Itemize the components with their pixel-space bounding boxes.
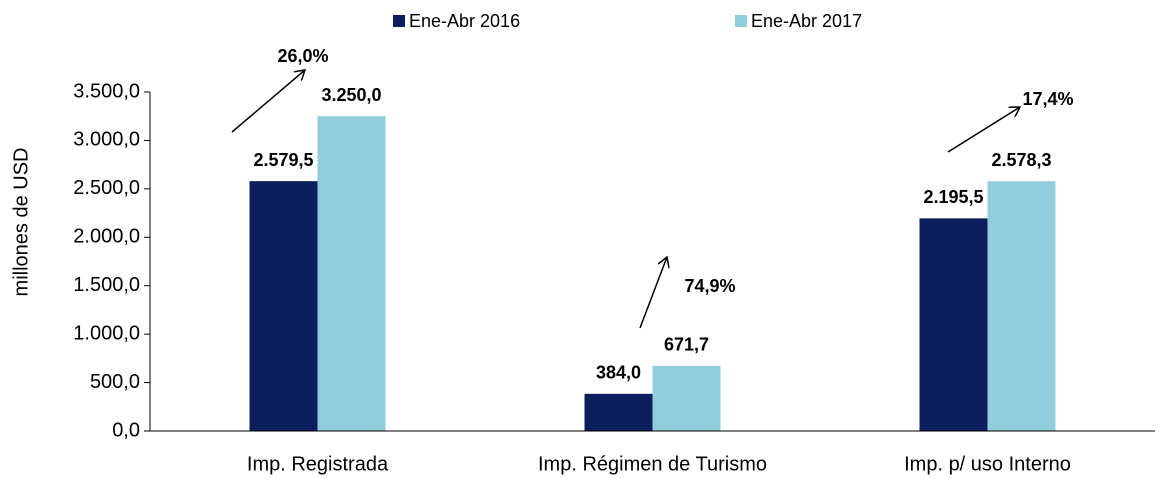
value-label: 3.250,0 [321,85,381,105]
y-tick-label: 1.500,0 [73,274,140,296]
x-tick-label: Imp. Régimen de Turismo [538,453,767,475]
annotation-arrow [231,70,305,133]
y-tick-label: 3.500,0 [73,80,140,102]
legend-swatch [393,15,405,27]
legend-label: Ene-Abr 2016 [409,11,520,31]
annotation: 26,0% [277,46,328,66]
y-tick-label: 2.000,0 [73,226,140,248]
bar [317,116,386,431]
bar [249,181,318,431]
legend-label: Ene-Abr 2017 [751,11,862,31]
y-tick-label: 3.000,0 [73,129,140,151]
value-label: 2.195,5 [923,187,983,207]
bar [919,218,988,431]
legend-swatch [735,15,747,27]
bar [652,365,721,431]
annotation: 17,4% [1022,89,1073,109]
x-tick-label: Imp. p/ uso Interno [904,453,1071,475]
value-label: 384,0 [596,363,641,383]
y-axis-label: millones de USD [10,148,32,297]
y-tick-label: 1.000,0 [73,322,140,344]
value-label: 671,7 [664,335,709,355]
bar [987,181,1056,431]
annotation-arrow [947,107,1020,153]
value-label: 2.578,3 [991,150,1051,170]
annotation: 74,9% [684,276,735,296]
bar [584,393,653,431]
x-tick-label: Imp. Registrada [247,453,389,475]
annotation-arrow [639,257,667,329]
y-tick-label: 0,0 [112,419,140,441]
y-tick-label: 500,0 [90,371,140,393]
value-label: 2.579,5 [253,150,313,170]
y-tick-label: 2.500,0 [73,177,140,199]
